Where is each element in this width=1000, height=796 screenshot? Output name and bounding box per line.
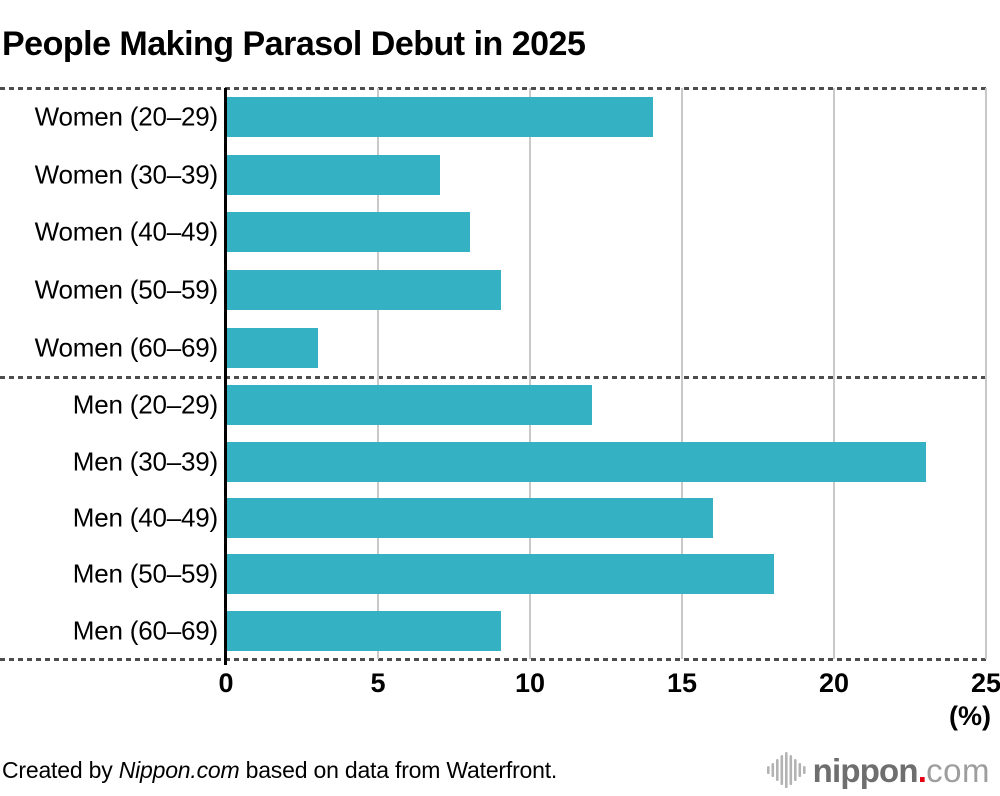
category-label: Women (60–69) [34, 332, 219, 363]
category-label: Women (40–49) [34, 216, 219, 247]
plot-area: Women (20–29) Women (30–39) Women (40–49) W… [0, 87, 1000, 665]
category-label: Men (60–69) [72, 615, 218, 646]
x-tick-label-5: 5 [370, 668, 386, 698]
gridline-5 [377, 88, 379, 659]
chart-row: Women (40–49) [0, 204, 1000, 262]
x-tick-label-15: 15 [666, 668, 698, 698]
bar-men-4 [227, 610, 501, 651]
category-label: Women (20–29) [34, 101, 219, 132]
bar-women-3 [227, 270, 501, 311]
dashed-separator-bottom [0, 658, 988, 661]
chart-row: Women (50–59) [0, 261, 1000, 319]
bar-women-1 [227, 154, 440, 195]
bar-men-0 [227, 385, 592, 426]
chart-row: Men (20–29) [0, 377, 1000, 433]
dashed-separator-middle [0, 376, 988, 379]
section-men: Men (20–29) Men (30–39) Men (40–49) Men (50… [0, 377, 1000, 659]
bar-men-1 [227, 441, 927, 482]
dashed-separator-top [0, 87, 988, 90]
x-tick-label-20: 20 [818, 668, 850, 698]
category-label: Men (20–29) [72, 389, 218, 420]
category-label: Men (30–39) [72, 446, 218, 477]
chart-title: People Making Parasol Debut in 2025 [2, 24, 586, 63]
bar-men-2 [227, 497, 714, 538]
chart-row: Men (50–59) [0, 546, 1000, 602]
gridline-15 [681, 88, 683, 659]
category-label: Women (30–39) [34, 159, 219, 190]
credit-text: Created by Nippon.com based on data from… [2, 757, 557, 784]
bar-men-3 [227, 554, 775, 595]
chart-row: Women (20–29) [0, 88, 1000, 146]
chart-row: Women (30–39) [0, 146, 1000, 204]
equalizer-bars-icon [766, 752, 806, 788]
bar-women-4 [227, 328, 319, 369]
gridline-20 [833, 88, 835, 659]
logo-red-dot: . [917, 751, 927, 789]
x-tick-label-25: 25 [970, 668, 1000, 698]
chart-row: Men (40–49) [0, 490, 1000, 546]
y-axis-line [224, 88, 227, 665]
gridline-10 [529, 88, 531, 659]
x-tick-label-10: 10 [514, 668, 546, 698]
chart-row: Men (30–39) [0, 433, 1000, 489]
category-label: Men (50–59) [72, 558, 218, 589]
credit-suffix: based on data from Waterfront. [239, 756, 558, 783]
x-tick-label-0: 0 [218, 668, 234, 698]
nippon-logo: nippon.com [766, 748, 990, 792]
logo-word-nippon: nippon [812, 751, 919, 789]
category-label: Men (40–49) [72, 502, 218, 533]
gridline-25 [985, 88, 987, 659]
footer: Created by Nippon.com based on data from… [0, 744, 1000, 796]
credit-prefix: Created by [2, 756, 119, 783]
x-axis-unit-label: (%) [949, 701, 991, 731]
bar-women-2 [227, 212, 471, 253]
chart-row: Women (60–69) [0, 319, 1000, 377]
bar-women-0 [227, 96, 653, 137]
category-label: Women (50–59) [34, 274, 219, 305]
section-women: Women (20–29) Women (30–39) Women (40–49) W… [0, 88, 1000, 377]
x-axis-ticks: 0 5 10 15 20 25 [0, 668, 1000, 700]
credit-source: Nippon.com [118, 756, 240, 783]
nippon-logo-wordmark: nippon.com [813, 754, 990, 787]
chart-row: Men (60–69) [0, 603, 1000, 659]
logo-word-com: com [926, 751, 990, 789]
